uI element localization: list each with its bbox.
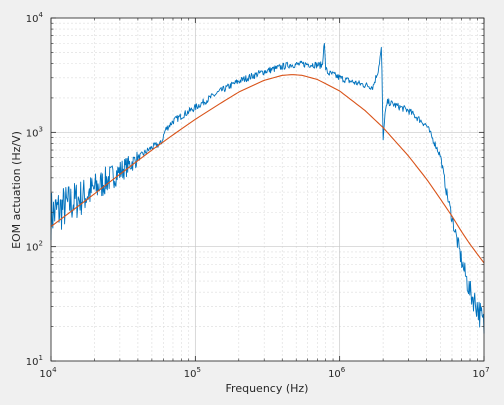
y-tick-label: 103 [26, 125, 43, 139]
x-tick-label: 106 [328, 366, 346, 380]
x-tick-labels: 104 105 106 107 [39, 366, 489, 380]
y-tick-label: 102 [26, 240, 43, 254]
y-tick-labels: 101 102 103 104 [26, 11, 44, 368]
x-tick-label: 105 [184, 366, 201, 380]
x-tick-label: 104 [39, 366, 57, 380]
plot-frame [50, 17, 485, 362]
plot-area [51, 18, 484, 361]
y-tick-label: 104 [26, 11, 44, 25]
series-group [50, 43, 485, 334]
x-tick-label: 107 [472, 366, 489, 380]
axis-ticks [50, 17, 485, 362]
series-line-2 [50, 74, 485, 264]
x-axis-label: Frequency (Hz) [226, 382, 309, 395]
y-tick-label: 101 [26, 354, 43, 368]
y-axis-label: EOM actuation (Hz/V) [10, 131, 23, 249]
